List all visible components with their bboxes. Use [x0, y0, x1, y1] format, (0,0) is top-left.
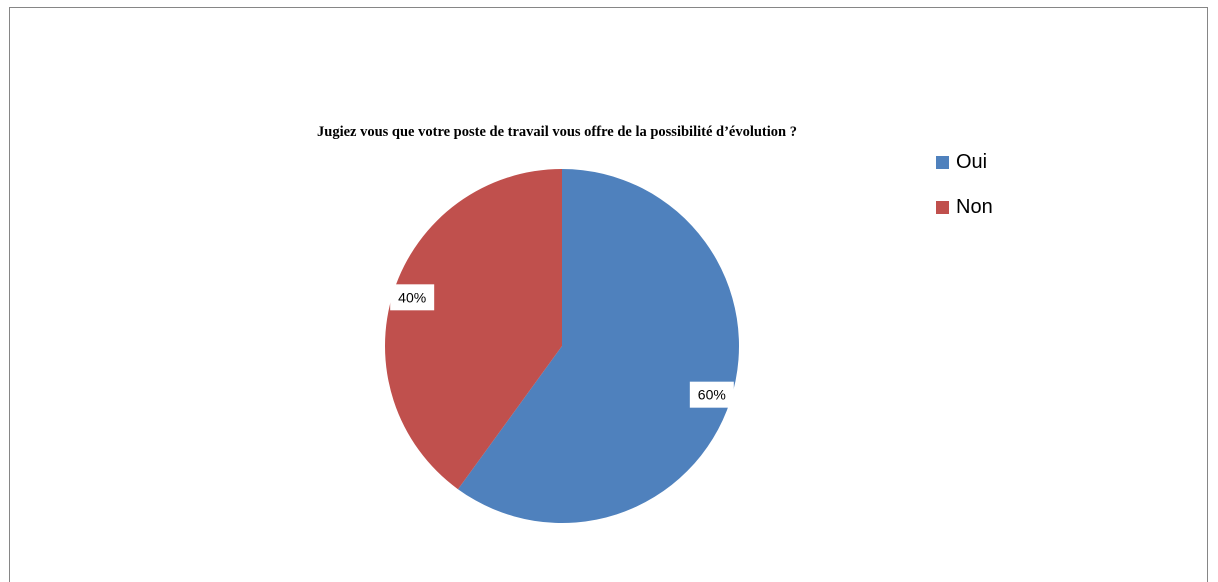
data-label-text-oui: 60%	[698, 387, 726, 403]
chart-title: Jugiez vous que votre poste de travail v…	[317, 124, 797, 140]
legend-label-oui: Oui	[956, 151, 988, 173]
data-label-oui: 60%	[689, 381, 734, 408]
legend: Oui Non	[936, 140, 993, 230]
legend-item-oui: Oui	[936, 140, 993, 185]
pie-slice-non	[384, 169, 562, 490]
data-label-text-non: 40%	[398, 289, 426, 305]
legend-swatch-oui	[936, 156, 949, 169]
data-label-non: 40%	[390, 284, 435, 311]
legend-label-non: Non	[956, 196, 993, 218]
legend-swatch-non	[936, 201, 949, 214]
legend-item-non: Non	[936, 185, 993, 230]
pie-slice-oui	[457, 169, 740, 523]
